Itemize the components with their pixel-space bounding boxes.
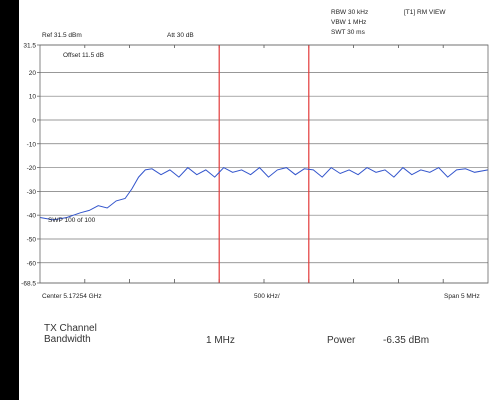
ref-level-label: Ref 31.5 dBm (42, 32, 82, 39)
y-tick-label: -60 (27, 260, 37, 267)
y-tick-label: -40 (27, 213, 37, 220)
y-tick-label: -50 (27, 236, 37, 243)
y-tick-label: 10 (29, 94, 37, 101)
offset-label: Offset 11.5 dB (63, 52, 104, 59)
tx-channel-label: TX Channel (44, 323, 97, 334)
y-tick-label: -68.5 (21, 281, 36, 288)
bandwidth-value: 1 MHz (206, 335, 235, 346)
span-label: Span 5 MHz (444, 293, 480, 300)
swt-label: SWT 30 ms (331, 29, 365, 36)
vbw-label: VBW 1 MHz (331, 19, 367, 26)
y-tick-label: 31.5 (23, 43, 36, 50)
center-frequency-label: Center 5.17254 GHz (42, 293, 102, 300)
rbw-label: RBW 30 kHz (331, 9, 369, 16)
division-label: 500 kHz/ (254, 293, 280, 300)
attenuation-label: Att 30 dB (167, 32, 194, 39)
power-label: Power (327, 335, 356, 346)
y-tick-label: 0 (32, 117, 36, 124)
y-tick-label: -10 (27, 141, 37, 148)
bandwidth-label: Bandwidth (44, 334, 91, 345)
plot-border (39, 44, 489, 284)
y-tick-label: -30 (27, 189, 37, 196)
analyzer-panel (19, 0, 489, 400)
spectrum-trace (39, 166, 489, 221)
y-tick-label: -20 (27, 165, 37, 172)
sweep-count-label: SWP 100 of 100 (48, 217, 96, 224)
y-tick-label: 20 (29, 70, 37, 77)
trace-mode-label: [T1] RM VIEW (404, 9, 446, 16)
power-value: -6.35 dBm (383, 335, 430, 346)
